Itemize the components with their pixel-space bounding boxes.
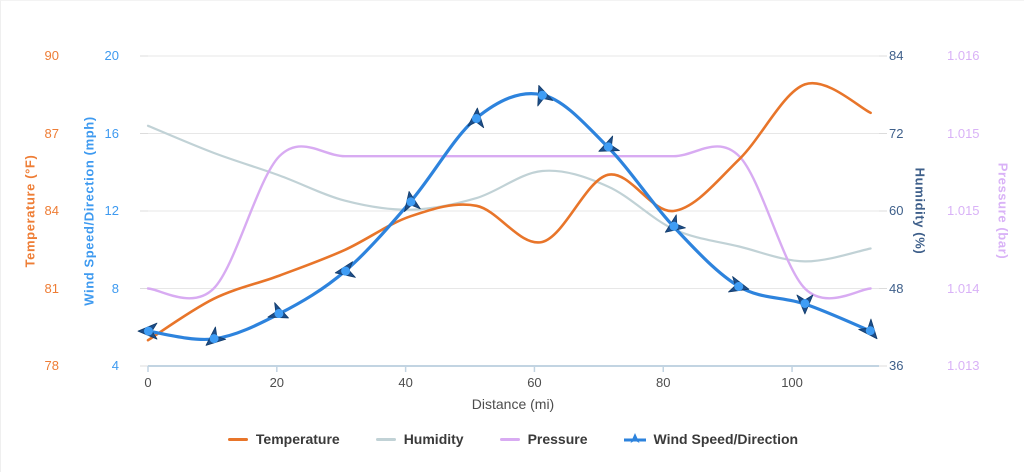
wind-tick-label: 4 xyxy=(111,358,119,373)
wind-tick-label: 16 xyxy=(104,125,119,141)
wind-tick-label: 8 xyxy=(111,280,119,296)
x-tick-label: 20 xyxy=(269,375,285,390)
legend-item-pressure[interactable]: Pressure xyxy=(499,431,588,447)
wind-marker-dot xyxy=(800,299,810,308)
wind-direction-marker xyxy=(137,322,158,340)
wind-tick-label: 12 xyxy=(104,203,119,218)
wind-marker-dot xyxy=(734,281,744,291)
pressure-tick-label: 1.015 xyxy=(947,203,980,218)
legend-item-wind[interactable]: Wind Speed/Direction xyxy=(623,431,799,447)
wind-marker-dot xyxy=(669,221,679,231)
humidity-tick-label: 48 xyxy=(889,280,904,296)
x-axis-title: Distance (mi) xyxy=(471,396,555,412)
temperature-tick-label: 78 xyxy=(44,358,59,373)
humidity-legend-swatch xyxy=(375,437,396,441)
wind-direction-marker xyxy=(664,214,686,233)
wind-direction-marker xyxy=(728,276,750,293)
humidity-tick-label: 84 xyxy=(889,48,904,63)
series-line-temperature xyxy=(146,81,872,342)
legend-item-humidity[interactable]: Humidity xyxy=(375,431,464,447)
humidity-tick-label: 60 xyxy=(889,203,904,218)
legend-label: Pressure xyxy=(527,431,588,447)
wind-legend-marker-icon xyxy=(623,432,646,446)
wind-marker-dot xyxy=(144,326,153,336)
temperature-tick-label: 87 xyxy=(44,125,59,141)
legend-label: Wind Speed/Direction xyxy=(653,431,799,447)
pressure-tick-label: 1.013 xyxy=(947,358,980,373)
x-tick-label: 60 xyxy=(527,375,542,390)
legend-label: Temperature xyxy=(255,431,340,447)
wind-marker-dot xyxy=(537,90,547,100)
temperature-tick-label: 81 xyxy=(44,280,59,296)
wind-marker-dot xyxy=(406,197,416,207)
humidity-tick-label: 72 xyxy=(889,125,904,141)
wind-direction-marker xyxy=(267,302,289,319)
temperature-legend-swatch xyxy=(227,437,248,441)
legend: Temperature Humidity Pressure Wind Speed/D… xyxy=(1,431,1024,447)
pressure-legend-swatch xyxy=(499,437,520,441)
wind-direction-marker xyxy=(858,318,878,340)
wind-direction-marker xyxy=(205,326,227,346)
wind-direction-marker xyxy=(467,107,485,129)
wind-marker-dot xyxy=(865,326,875,336)
wind-marker-dot xyxy=(471,113,481,123)
wind-direction-marker xyxy=(334,261,356,278)
x-tick-label: 40 xyxy=(398,375,413,390)
wind-tick-label: 20 xyxy=(104,48,119,63)
pressure-tick-label: 1.014 xyxy=(947,280,980,296)
series-line-humidity xyxy=(146,124,872,263)
temperature-tick-label: 84 xyxy=(44,203,59,218)
wind-marker-dot xyxy=(341,266,351,276)
wind-direction-marker xyxy=(404,191,421,212)
series-line-pressure xyxy=(146,145,872,300)
wind-direction-marker xyxy=(796,294,814,315)
x-tick-label: 0 xyxy=(144,375,152,390)
pressure-tick-label: 1.016 xyxy=(947,48,980,63)
wind-direction-marker xyxy=(537,85,554,107)
legend-item-temperature[interactable]: Temperature xyxy=(227,431,340,447)
x-tick-label: 100 xyxy=(781,375,803,390)
pressure-axis-title: Pressure (bar) xyxy=(995,162,1011,260)
wind-marker-dot xyxy=(274,308,284,318)
wind-direction-marker xyxy=(598,135,620,152)
temperature-tick-label: 90 xyxy=(44,48,59,63)
humidity-tick-label: 36 xyxy=(889,358,904,373)
legend-label: Humidity xyxy=(403,431,464,447)
pressure-tick-label: 1.015 xyxy=(947,125,980,141)
wind-marker-dot xyxy=(603,142,613,152)
humidity-axis-title: Humidity (%) xyxy=(912,167,928,255)
x-tick-label: 80 xyxy=(656,375,671,390)
wind-marker-dot xyxy=(209,334,219,344)
